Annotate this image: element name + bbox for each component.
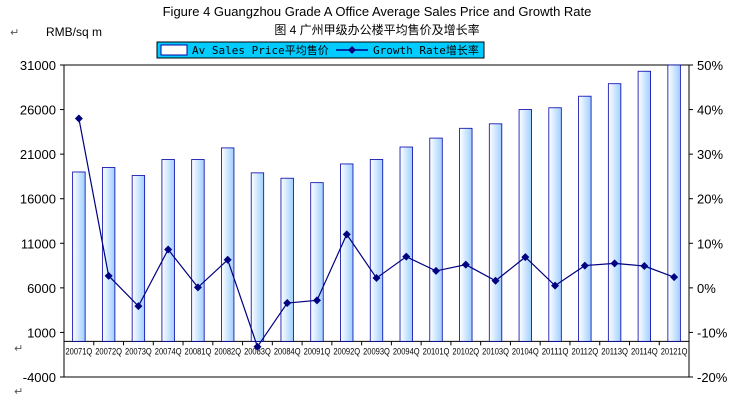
return-mark-icon: ↵: [14, 343, 24, 355]
growth-point: [134, 302, 143, 311]
price-bar: [548, 107, 562, 342]
x-tick-label: 20113Q: [601, 346, 628, 356]
x-tick-label: 20114Q: [631, 346, 658, 356]
price-bar: [72, 171, 86, 342]
price-bar: [578, 95, 592, 342]
growth-point: [342, 230, 351, 239]
chart-title-cn: 图 4 广州甲级办公楼平均售价及增长率: [274, 23, 480, 37]
growth-point: [521, 253, 530, 262]
x-tick-label: 20093Q: [363, 346, 390, 356]
x-tick-label: 20104Q: [512, 346, 539, 356]
y2-tick-label: 20%: [697, 192, 723, 207]
x-tick-label: 20074Q: [155, 346, 182, 356]
growth-point: [312, 296, 321, 305]
x-tick-label: 20091Q: [304, 346, 331, 356]
x-tick-label: 20084Q: [274, 346, 301, 356]
growth-point: [551, 281, 560, 290]
price-bar: [250, 172, 265, 342]
growth-point: [104, 271, 113, 280]
x-tick-label: 20092Q: [333, 346, 360, 356]
price-bar: [221, 147, 235, 342]
x-tick-label: 20102Q: [452, 346, 479, 356]
x-tick-label: 20081Q: [185, 346, 212, 356]
price-bar: [607, 83, 622, 342]
price-bar: [191, 159, 205, 342]
growth-point: [670, 273, 679, 282]
x-tick-label: 20082Q: [214, 346, 241, 356]
x-tick-label: 20094Q: [393, 346, 420, 356]
growth-point: [491, 276, 500, 285]
y2-tick-label: 0%: [697, 281, 716, 296]
x-tick-label: 20083Q: [244, 346, 271, 356]
price-bar: [637, 70, 652, 342]
y-tick-label: 11000: [21, 236, 56, 251]
x-tick-label: 20111Q: [542, 346, 569, 356]
y2-tick-label: 10%: [697, 236, 723, 251]
growth-point: [164, 245, 173, 254]
legend-background: [156, 41, 485, 59]
y-tick-label: 26000: [20, 103, 56, 118]
y-tick-label: -4000: [23, 370, 56, 385]
growth-point: [610, 259, 619, 268]
x-tick-label: 20071Q: [66, 346, 93, 356]
price-bar: [280, 177, 294, 342]
price-bar: [101, 167, 116, 342]
growth-point: [432, 266, 441, 275]
x-tick-label: 20072Q: [95, 346, 122, 356]
price-bar: [429, 137, 443, 342]
legend: Av Sales Price平均售价 Growth Rate增长率: [156, 41, 485, 59]
price-bar: [488, 123, 503, 342]
growth-point: [372, 274, 381, 283]
x-tick-label: 20073Q: [125, 346, 152, 356]
y-tick-label: 16000: [20, 192, 56, 207]
legend-bar-swatch: [160, 44, 188, 56]
y-tick-label: 6000: [27, 281, 56, 296]
x-tick-label: 20101Q: [423, 346, 450, 356]
return-mark-icon: ↵: [10, 27, 20, 39]
growth-point: [74, 114, 83, 123]
price-bar: [131, 175, 146, 342]
y-tick-label: 21000: [20, 147, 56, 162]
growth-point: [193, 283, 202, 292]
y2-tick-label: -10%: [697, 325, 728, 340]
legend-label-price: Av Sales Price平均售价: [192, 43, 329, 57]
price-bar: [340, 163, 354, 342]
y2-tick-label: 30%: [697, 147, 723, 162]
growth-point: [223, 255, 232, 264]
y-tick-label: 1000: [27, 325, 56, 340]
growth-point: [402, 252, 411, 261]
y2-tick-label: 50%: [697, 58, 723, 73]
price-bar: [667, 64, 681, 342]
y2-tick-label: 40%: [697, 103, 723, 118]
y-tick-label: 31000: [20, 58, 56, 73]
return-mark-icon: ↵: [14, 386, 24, 398]
legend-diamond-marker: [348, 46, 356, 54]
y2-tick-label: -20%: [697, 370, 728, 385]
growth-point: [283, 299, 292, 308]
plot-area: 31000 26000 21000 16000 11000 6000 1000 -4000 50…: [20, 58, 728, 385]
plot-border: [63, 64, 690, 378]
price-bar: [310, 182, 324, 342]
growth-point: [640, 262, 649, 271]
y-axis-unit-label: RMB/sq m: [46, 25, 102, 39]
price-bar: [518, 109, 532, 342]
price-bar: [369, 159, 384, 342]
chart-title-en: Figure 4 Guangzhou Grade A Office Averag…: [162, 4, 592, 19]
legend-label-growth: Growth Rate增长率: [373, 43, 479, 57]
growth-point: [253, 342, 262, 351]
price-bar: [399, 146, 413, 342]
x-tick-label: 20121Q: [661, 346, 688, 356]
price-bar: [459, 127, 473, 342]
x-tick-label: 20103Q: [482, 346, 509, 356]
growth-point: [580, 261, 589, 270]
x-tick-label: 20112Q: [571, 346, 598, 356]
growth-point: [461, 260, 470, 269]
